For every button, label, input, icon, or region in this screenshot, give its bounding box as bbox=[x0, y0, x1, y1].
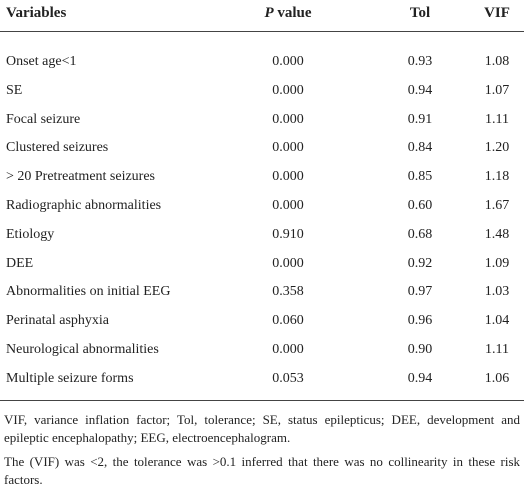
table-cell: 0.060 bbox=[272, 313, 304, 329]
table-cell: 0.910 bbox=[272, 226, 304, 242]
table-cell: 1.11 bbox=[485, 342, 509, 357]
table-cell: 0.000 bbox=[272, 342, 304, 357]
table-cell: 1.18 bbox=[484, 169, 510, 185]
table-cell: 0.000 bbox=[272, 198, 304, 213]
table-cell: 0.85 bbox=[407, 169, 433, 185]
row-label: SE bbox=[6, 82, 23, 98]
table-cell: 1.07 bbox=[484, 82, 510, 98]
row-label: Perinatal asphyxia bbox=[6, 313, 110, 329]
column-header: P value bbox=[264, 5, 312, 21]
row-label: Neurological abnormalities bbox=[6, 342, 159, 357]
row-label: Etiology bbox=[6, 226, 55, 242]
table-cell: 0.93 bbox=[407, 54, 433, 69]
table-cell: 0.000 bbox=[272, 54, 304, 69]
table-cell: 0.60 bbox=[407, 198, 433, 213]
table-cell: 1.48 bbox=[484, 226, 510, 242]
table-cell: 0.68 bbox=[407, 226, 433, 242]
table-cell: 1.08 bbox=[484, 54, 510, 69]
table-cell: 0.000 bbox=[272, 255, 304, 271]
table-cell: 0.91 bbox=[407, 111, 433, 127]
header-rule bbox=[0, 31, 524, 32]
table-cell: 1.11 bbox=[485, 111, 509, 127]
table-cell: 0.94 bbox=[407, 82, 433, 98]
row-label: Onset age<1 bbox=[6, 54, 77, 69]
column-header: VIF bbox=[484, 5, 510, 21]
table-cell: 0.90 bbox=[407, 342, 433, 357]
column-header: Tol bbox=[409, 5, 431, 21]
row-label: Clustered seizures bbox=[6, 140, 109, 156]
table-cell: 1.06 bbox=[484, 370, 510, 386]
table-cell: 0.96 bbox=[407, 313, 433, 329]
table-cell: 0.000 bbox=[272, 82, 304, 98]
table-cell: 0.92 bbox=[407, 255, 433, 271]
table-cell: 0.84 bbox=[407, 140, 433, 156]
row-label: Focal seizure bbox=[6, 111, 81, 127]
table-cell: 0.000 bbox=[272, 140, 304, 156]
bottom-rule bbox=[0, 400, 524, 401]
table-cell: 0.358 bbox=[272, 284, 304, 300]
table-cell: 0.053 bbox=[272, 370, 304, 386]
row-label: > 20 Pretreatment seizures bbox=[6, 169, 156, 185]
table-cell: 1.09 bbox=[484, 255, 510, 271]
table-cell: 1.67 bbox=[484, 198, 510, 213]
row-label: Radiographic abnormalities bbox=[6, 198, 162, 213]
table-cell: 0.97 bbox=[407, 284, 433, 300]
row-label: Multiple seizure forms bbox=[6, 370, 134, 386]
table-cell: 0.000 bbox=[272, 111, 304, 127]
table-cell: 0.94 bbox=[407, 370, 433, 386]
row-label: Abnormalities on initial EEG bbox=[6, 284, 171, 300]
table-cell: 1.04 bbox=[484, 313, 510, 329]
footnote: VIF, variance inflation factor; Tol, tol… bbox=[4, 412, 520, 445]
table-cell: 1.03 bbox=[484, 284, 510, 300]
table-cell: 0.000 bbox=[272, 169, 304, 185]
table-cell: 1.20 bbox=[484, 140, 510, 156]
footnote: The (VIF) was <2, the tolerance was >0.1… bbox=[4, 454, 520, 487]
row-label: DEE bbox=[6, 255, 34, 271]
column-header: Variables bbox=[6, 5, 67, 21]
